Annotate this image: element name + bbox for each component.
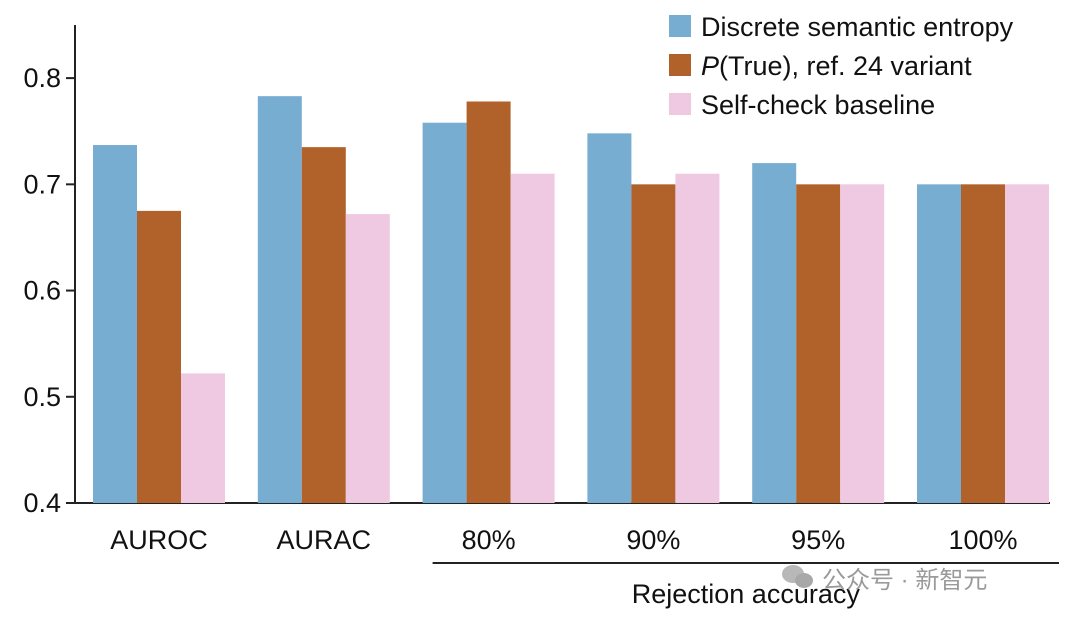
y-tick-label: 0.8: [23, 63, 61, 93]
bar: [961, 184, 1005, 504]
y-tick-label: 0.5: [23, 382, 61, 412]
legend: Discrete semantic entropy P(True), ref. 2…: [669, 12, 1014, 120]
bar: [181, 373, 225, 503]
bars: [93, 96, 1049, 504]
legend-label: P(True), ref. 24 variant: [701, 51, 972, 81]
bar: [301, 147, 346, 503]
bar: [840, 184, 885, 504]
bar: [752, 163, 797, 504]
x-tick-label: 90%: [626, 525, 680, 555]
wechat-icon: [782, 563, 816, 591]
bar: [1005, 184, 1049, 504]
legend-swatch: [669, 54, 691, 76]
watermark: 公众号 · 新智元: [782, 560, 987, 594]
x-tick-label: AUROC: [110, 525, 208, 555]
bar: [917, 184, 961, 504]
y-tick-label: 0.4: [23, 488, 61, 518]
x-tick-label: AURAC: [277, 525, 372, 555]
legend-swatch: [669, 15, 691, 37]
bar: [510, 173, 555, 503]
bar: [137, 210, 181, 503]
legend-label: Self-check baseline: [701, 90, 935, 120]
rejection-accuracy-group: Rejection accuracy: [432, 562, 1059, 609]
bar: [587, 133, 632, 503]
bar: [631, 184, 676, 504]
watermark-text: 公众号 · 新智元: [822, 566, 988, 594]
bar: [422, 122, 467, 504]
bar: [466, 101, 511, 503]
bar: [257, 96, 302, 504]
y-tick-label: 0.7: [23, 169, 61, 199]
legend-swatch: [669, 93, 691, 115]
legend-label: Discrete semantic entropy: [701, 12, 1014, 42]
x-tick-label: 100%: [948, 525, 1017, 555]
bar: [345, 214, 390, 503]
x-tick-label: 80%: [462, 525, 516, 555]
x-tick-label: 95%: [791, 525, 845, 555]
group-label: Rejection accuracy: [632, 579, 861, 609]
axes: 0.4 0.5 0.6 0.7 0.8 AUROC AURAC 80% 90% 95% 100%: [23, 25, 1050, 555]
bar: [93, 145, 137, 503]
bar: [796, 184, 841, 504]
bar: [675, 173, 720, 503]
y-tick-label: 0.6: [23, 276, 61, 306]
